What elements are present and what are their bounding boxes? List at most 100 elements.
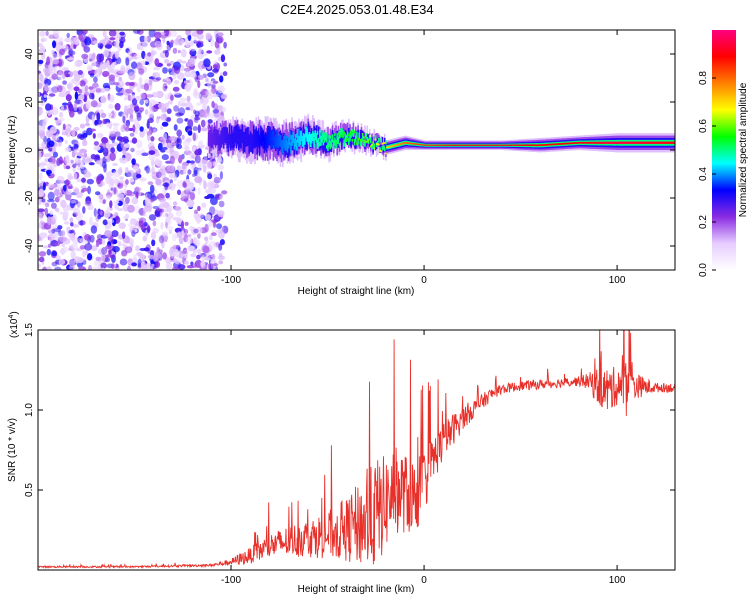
signal-cell: [650, 141, 652, 144]
noise-blob: [189, 104, 194, 112]
noise-blob: [113, 187, 117, 195]
signal-cell: [639, 141, 642, 144]
signal-cell: [269, 131, 271, 143]
noise-blob: [62, 123, 66, 130]
signal-cell: [266, 132, 269, 137]
noise-blob: [171, 233, 177, 242]
signal-cell: [257, 132, 260, 138]
signal-cell: [288, 140, 291, 146]
signal-cell: [522, 144, 525, 146]
signal-cell: [263, 143, 266, 148]
signal-cell: [423, 144, 425, 146]
signal-cell: [256, 130, 259, 143]
noise-blob: [197, 80, 201, 89]
noise-blob: [95, 119, 103, 125]
noise-blob: [93, 76, 98, 83]
signal-cell: [426, 144, 429, 146]
signal-cell: [565, 142, 568, 145]
noise-blob: [91, 54, 96, 61]
noise-blob: [79, 245, 87, 250]
signal-cell: [221, 128, 224, 138]
signal-cell: [317, 126, 320, 142]
noise-blob: [68, 258, 76, 268]
signal-cell: [358, 136, 360, 147]
signal-cell: [249, 141, 252, 146]
noise-blob: [188, 48, 197, 52]
noise-blob: [102, 219, 108, 226]
noise-blob: [54, 117, 58, 121]
noise-blob: [119, 137, 126, 142]
noise-blob: [202, 101, 207, 111]
signal-cell: [228, 124, 231, 141]
noise-blob: [178, 251, 183, 260]
signal-cell: [432, 144, 435, 146]
noise-blob: [212, 64, 219, 69]
noise-blob: [49, 109, 55, 115]
noise-blob: [164, 85, 168, 89]
signal-cell: [213, 126, 216, 142]
signal-cell: [222, 126, 225, 143]
noise-blob: [45, 103, 52, 111]
noise-blob: [167, 165, 175, 173]
noise-blob: [102, 118, 107, 125]
signal-cell: [609, 141, 612, 144]
noise-blob: [63, 184, 67, 192]
noise-blob: [197, 232, 201, 239]
noise-blob: [74, 150, 78, 156]
snr-x-ticks: -100 0 100: [221, 330, 626, 586]
noise-blob: [73, 143, 79, 149]
signal-cell: [375, 133, 378, 146]
signal-cell: [250, 140, 253, 145]
noise-blob: [110, 111, 115, 119]
noise-blob: [128, 71, 136, 81]
signal-cell: [218, 141, 220, 145]
noise-blob: [38, 151, 42, 161]
signal-cell: [627, 141, 629, 144]
signal-cell: [664, 141, 666, 144]
signal-cell: [616, 141, 619, 144]
snr-y-tick-label: 1.5: [24, 323, 35, 337]
signal-cell: [657, 141, 659, 144]
noise-blob: [42, 37, 48, 42]
signal-cell: [458, 144, 460, 146]
noise-blob: [148, 150, 156, 156]
noise-blob: [187, 34, 192, 41]
signal-cell: [447, 144, 450, 146]
noise-blob: [169, 136, 177, 142]
noise-blob: [175, 209, 183, 217]
signal-cell: [244, 137, 247, 143]
signal-cell: [262, 130, 264, 143]
noise-blob: [58, 259, 66, 265]
noise-blob: [66, 32, 70, 39]
noise-blob: [60, 199, 67, 208]
noise-blob: [182, 139, 191, 147]
noise-blob: [209, 206, 216, 216]
signal-cell: [536, 144, 539, 147]
noise-blob: [82, 250, 87, 258]
signal-cell: [642, 141, 644, 144]
signal-cell: [496, 144, 498, 146]
noise-blob: [210, 232, 217, 237]
noise-blob: [78, 266, 86, 270]
signal-cell: [619, 141, 621, 144]
noise-blob: [119, 157, 128, 164]
signal-cell: [582, 141, 584, 144]
signal-cell: [346, 131, 349, 139]
signal-cell: [430, 144, 432, 146]
noise-blob: [83, 46, 91, 53]
signal-cell: [568, 142, 570, 145]
signal-cell: [357, 129, 359, 141]
noise-blob: [106, 194, 111, 200]
noise-blob: [170, 39, 174, 45]
noise-blob: [196, 30, 204, 35]
signal-cell: [478, 144, 481, 146]
noise-blob: [208, 240, 217, 250]
noise-blob: [179, 169, 185, 175]
signal-cell: [334, 137, 336, 146]
noise-blob: [187, 119, 194, 129]
noise-blob: [53, 151, 58, 158]
noise-blob: [77, 109, 83, 114]
noise-blob: [144, 61, 149, 65]
noise-blob: [115, 92, 124, 96]
